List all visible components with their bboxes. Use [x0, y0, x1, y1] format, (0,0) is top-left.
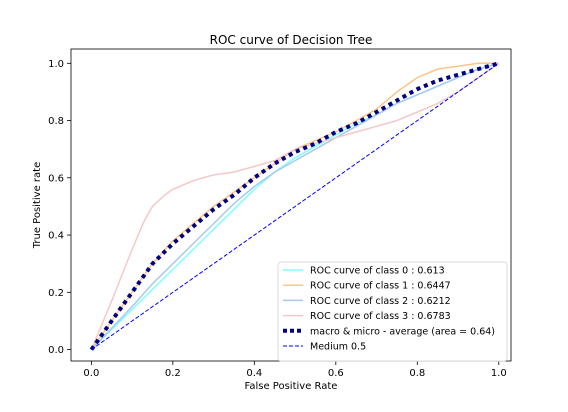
y-tick-label: 0.0: [48, 345, 64, 356]
legend-label-5: Medium 0.5: [310, 342, 366, 353]
y-tick-label: 0.2: [48, 288, 64, 299]
legend-label-1: ROC curve of class 1 : 0.6447: [310, 281, 451, 292]
y-tick-label: 0.8: [48, 116, 64, 127]
axes: 0.0 0.2 0.4 0.6 0.8 1.0 0.0 0.2 0.4 0.6 0.8 1.0: [48, 48, 512, 379]
chart-title: ROC curve of Decision Tree: [210, 33, 373, 47]
legend-label-0: ROC curve of class 0 : 0.613: [310, 266, 445, 277]
x-tick-label: 0.6: [328, 368, 344, 379]
roc-series-line-4: [89, 61, 500, 351]
x-tick-label: 0.4: [246, 368, 262, 379]
y-tick-label: 0.6: [48, 173, 64, 184]
roc-series-line-3: [90, 62, 500, 350]
x-tick-label: 0.2: [165, 368, 181, 379]
x-tick-label: 0.0: [83, 368, 99, 379]
legend-label-3: ROC curve of class 3 : 0.6783: [310, 311, 451, 322]
y-tick-label: 1.0: [48, 59, 64, 70]
y-tick-label: 0.4: [48, 231, 64, 242]
legend: ROC curve of class 0 : 0.613 ROC curve of…: [277, 261, 508, 362]
roc-series-line-2: [90, 62, 500, 351]
legend-box: [277, 261, 508, 362]
roc-curves: [89, 61, 500, 351]
x-tick-label: 0.8: [409, 368, 425, 379]
legend-label-2: ROC curve of class 2 : 0.6212: [310, 296, 451, 307]
y-axis-label: True Positive rate: [32, 162, 43, 249]
legend-label-4: macro & micro - average (area = 0.64): [310, 326, 495, 337]
x-axis-label: False Positive Rate: [245, 381, 338, 392]
roc-series-line-5: [91, 62, 500, 351]
x-tick-label: 1.0: [491, 368, 507, 379]
